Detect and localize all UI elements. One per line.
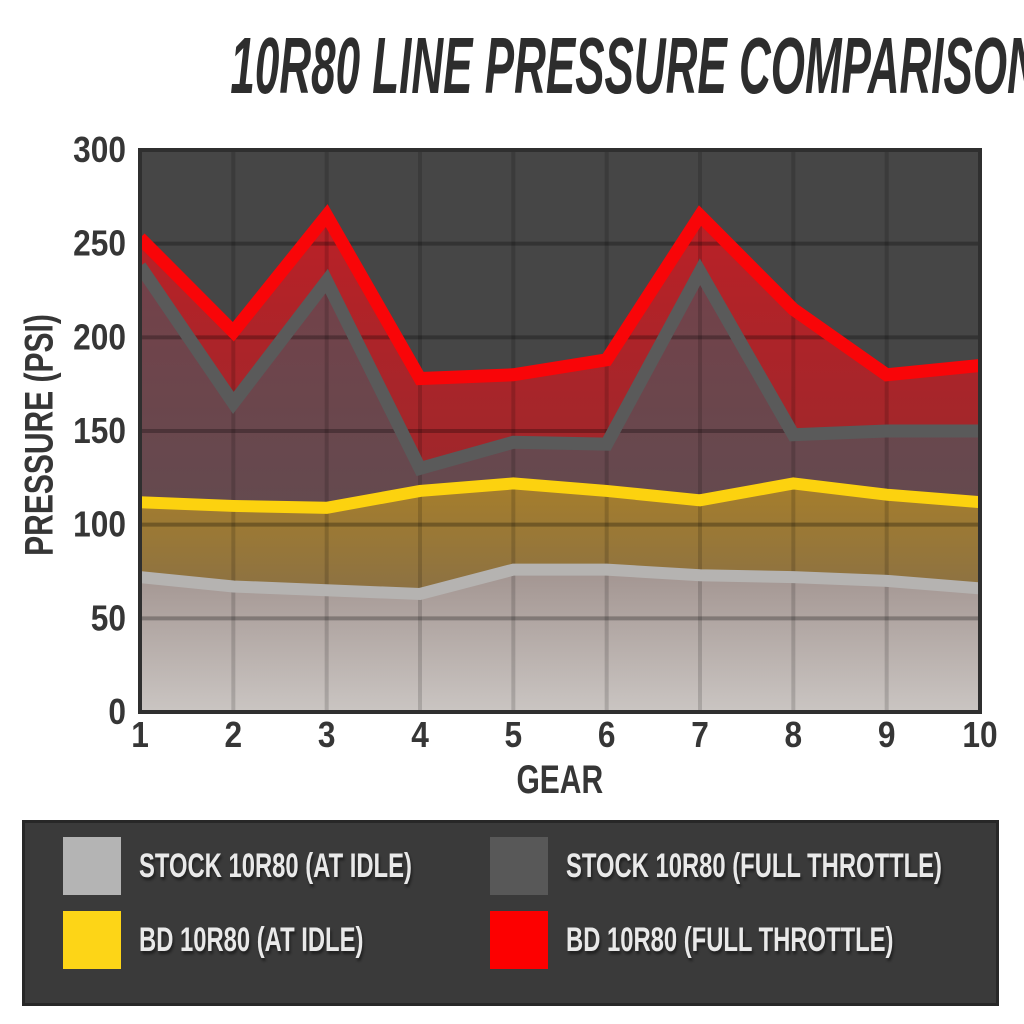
legend-item: STOCK 10R80 (AT IDLE) [63,837,490,895]
legend-label: BD 10R80 (AT IDLE) [139,920,364,959]
legend-item: BD 10R80 (AT IDLE) [63,911,490,969]
legend-swatch [63,911,121,969]
y-tick-label: 200 [73,317,126,357]
legend-swatch [63,837,121,895]
x-tick-label: 2 [225,715,243,755]
line-bd-idle [140,477,980,514]
area-stock-full-throttle [140,266,980,508]
legend-row: STOCK 10R80 (AT IDLE) STOCK 10R80 (FULL T… [63,837,996,895]
legend-label: STOCK 10R80 (AT IDLE) [139,846,412,885]
y-tick-label: 0 [108,692,126,732]
legend-swatch [490,837,548,895]
x-axis-title: GEAR [140,758,980,803]
legend-item: STOCK 10R80 (FULL THROTTLE) [490,837,1024,895]
x-tick-label: 4 [411,715,429,755]
x-tick-label: 8 [785,715,803,755]
x-tick-label: 5 [505,715,523,755]
y-axis-title-text: PRESSURE (PSI) [17,314,62,556]
y-tick-label: 100 [73,505,126,545]
area-bd-full-throttle [140,215,980,469]
x-axis-title-text: GEAR [516,758,604,802]
gridlines [140,150,980,712]
y-tick-label: 250 [73,224,126,264]
chart-legend: STOCK 10R80 (AT IDLE) STOCK 10R80 (FULL T… [22,820,999,1006]
legend-label: STOCK 10R80 (FULL THROTTLE) [566,846,942,885]
y-tick-label: 50 [91,598,126,638]
area-stock-idle [140,569,980,712]
y-tick-label: 300 [73,130,126,170]
line-stock-idle [140,563,980,601]
x-tick-label: 3 [318,715,336,755]
legend-row: BD 10R80 (AT IDLE) BD 10R80 (FULL THROTTL… [63,911,996,969]
x-tick-label: 10 [962,715,997,755]
legend-swatch [490,911,548,969]
x-tick-label: 6 [598,715,616,755]
line-stock-full-throttle [140,258,980,477]
plot-border [138,148,982,714]
tick-labels: 0 50 100 150 200 250 300 1 2 3 4 5 6 7 8 9 10 [73,130,997,755]
x-tick-label: 1 [131,715,149,755]
x-tick-label: 9 [878,715,896,755]
area-bd-idle [140,483,980,594]
legend-label: BD 10R80 (FULL THROTTLE) [566,920,894,959]
legend-item: BD 10R80 (FULL THROTTLE) [490,911,1024,969]
plot-area [140,150,980,712]
x-tick-label: 7 [691,715,709,755]
y-tick-label: 150 [73,411,126,451]
line-bd-full-throttle [140,204,980,386]
